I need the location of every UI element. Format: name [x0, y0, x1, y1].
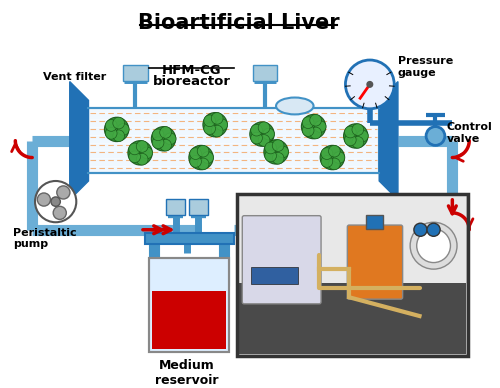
FancyBboxPatch shape	[252, 65, 277, 81]
Text: Medium
reservoir: Medium reservoir	[155, 359, 218, 387]
Text: Bioartificial Liver: Bioartificial Liver	[138, 13, 340, 33]
Circle shape	[250, 132, 262, 144]
Circle shape	[136, 153, 148, 165]
FancyBboxPatch shape	[166, 199, 185, 215]
Circle shape	[320, 146, 344, 170]
Circle shape	[164, 133, 176, 145]
Bar	[236, 194, 468, 356]
Circle shape	[136, 140, 148, 152]
Circle shape	[51, 197, 60, 206]
Text: Control
valve: Control valve	[446, 122, 492, 144]
FancyBboxPatch shape	[123, 65, 148, 81]
Circle shape	[321, 156, 332, 167]
Circle shape	[189, 146, 213, 170]
Circle shape	[204, 123, 216, 135]
Circle shape	[272, 140, 284, 151]
Circle shape	[346, 60, 394, 109]
Circle shape	[344, 126, 356, 138]
Circle shape	[328, 146, 340, 157]
Bar	[88, 108, 379, 173]
Bar	[366, 215, 383, 229]
Circle shape	[272, 152, 284, 164]
Circle shape	[414, 223, 427, 236]
Circle shape	[352, 124, 364, 135]
Circle shape	[38, 193, 51, 206]
Circle shape	[333, 152, 345, 163]
FancyBboxPatch shape	[150, 258, 229, 352]
Circle shape	[152, 137, 164, 149]
Bar	[250, 267, 298, 284]
Circle shape	[258, 135, 270, 146]
Circle shape	[35, 181, 76, 222]
Circle shape	[212, 125, 223, 137]
Circle shape	[104, 117, 129, 142]
Circle shape	[328, 158, 340, 170]
Polygon shape	[70, 81, 88, 200]
Circle shape	[302, 114, 326, 139]
Circle shape	[356, 130, 368, 142]
Circle shape	[310, 114, 322, 126]
Circle shape	[113, 117, 124, 129]
Circle shape	[216, 119, 228, 131]
Circle shape	[310, 127, 322, 139]
Circle shape	[202, 152, 213, 163]
Circle shape	[416, 229, 450, 263]
Circle shape	[190, 148, 202, 159]
FancyBboxPatch shape	[242, 216, 321, 304]
Circle shape	[53, 206, 66, 220]
Circle shape	[212, 113, 223, 124]
Circle shape	[302, 117, 314, 128]
Circle shape	[129, 143, 140, 155]
Bar	[236, 194, 468, 356]
Circle shape	[427, 223, 440, 236]
Circle shape	[113, 130, 124, 142]
Circle shape	[352, 137, 364, 148]
Text: Pressure
gauge: Pressure gauge	[398, 56, 453, 78]
Circle shape	[258, 122, 270, 133]
Circle shape	[152, 126, 176, 151]
Circle shape	[264, 140, 288, 164]
FancyBboxPatch shape	[145, 232, 234, 244]
Circle shape	[141, 147, 152, 159]
Circle shape	[118, 123, 129, 135]
Circle shape	[57, 186, 70, 199]
Circle shape	[204, 115, 216, 126]
Circle shape	[426, 126, 445, 146]
Circle shape	[128, 141, 152, 165]
Circle shape	[367, 81, 372, 87]
Circle shape	[344, 134, 356, 146]
Circle shape	[250, 124, 262, 136]
Bar	[238, 196, 466, 285]
Text: Peristaltic
pump: Peristaltic pump	[14, 228, 77, 249]
Circle shape	[197, 146, 209, 157]
Circle shape	[265, 142, 276, 154]
Circle shape	[152, 129, 164, 141]
Bar	[238, 283, 466, 355]
Bar	[152, 291, 226, 349]
Circle shape	[263, 128, 274, 140]
Circle shape	[197, 158, 209, 170]
Circle shape	[129, 151, 140, 163]
Circle shape	[106, 128, 117, 139]
Circle shape	[314, 121, 326, 132]
Circle shape	[321, 148, 332, 159]
Circle shape	[160, 126, 172, 138]
Circle shape	[190, 156, 202, 167]
Circle shape	[410, 222, 457, 269]
Circle shape	[160, 139, 172, 151]
Circle shape	[344, 124, 368, 148]
Ellipse shape	[276, 97, 314, 114]
Circle shape	[250, 122, 274, 146]
Circle shape	[203, 113, 228, 137]
FancyBboxPatch shape	[348, 225, 403, 299]
Circle shape	[106, 120, 117, 131]
Text: HFM-CG: HFM-CG	[162, 64, 222, 77]
FancyBboxPatch shape	[189, 199, 208, 215]
Text: bioreactor: bioreactor	[152, 75, 230, 88]
Polygon shape	[379, 81, 398, 200]
Circle shape	[302, 125, 314, 137]
Circle shape	[265, 150, 276, 162]
Text: Vent filter: Vent filter	[43, 72, 106, 82]
Circle shape	[277, 146, 288, 158]
